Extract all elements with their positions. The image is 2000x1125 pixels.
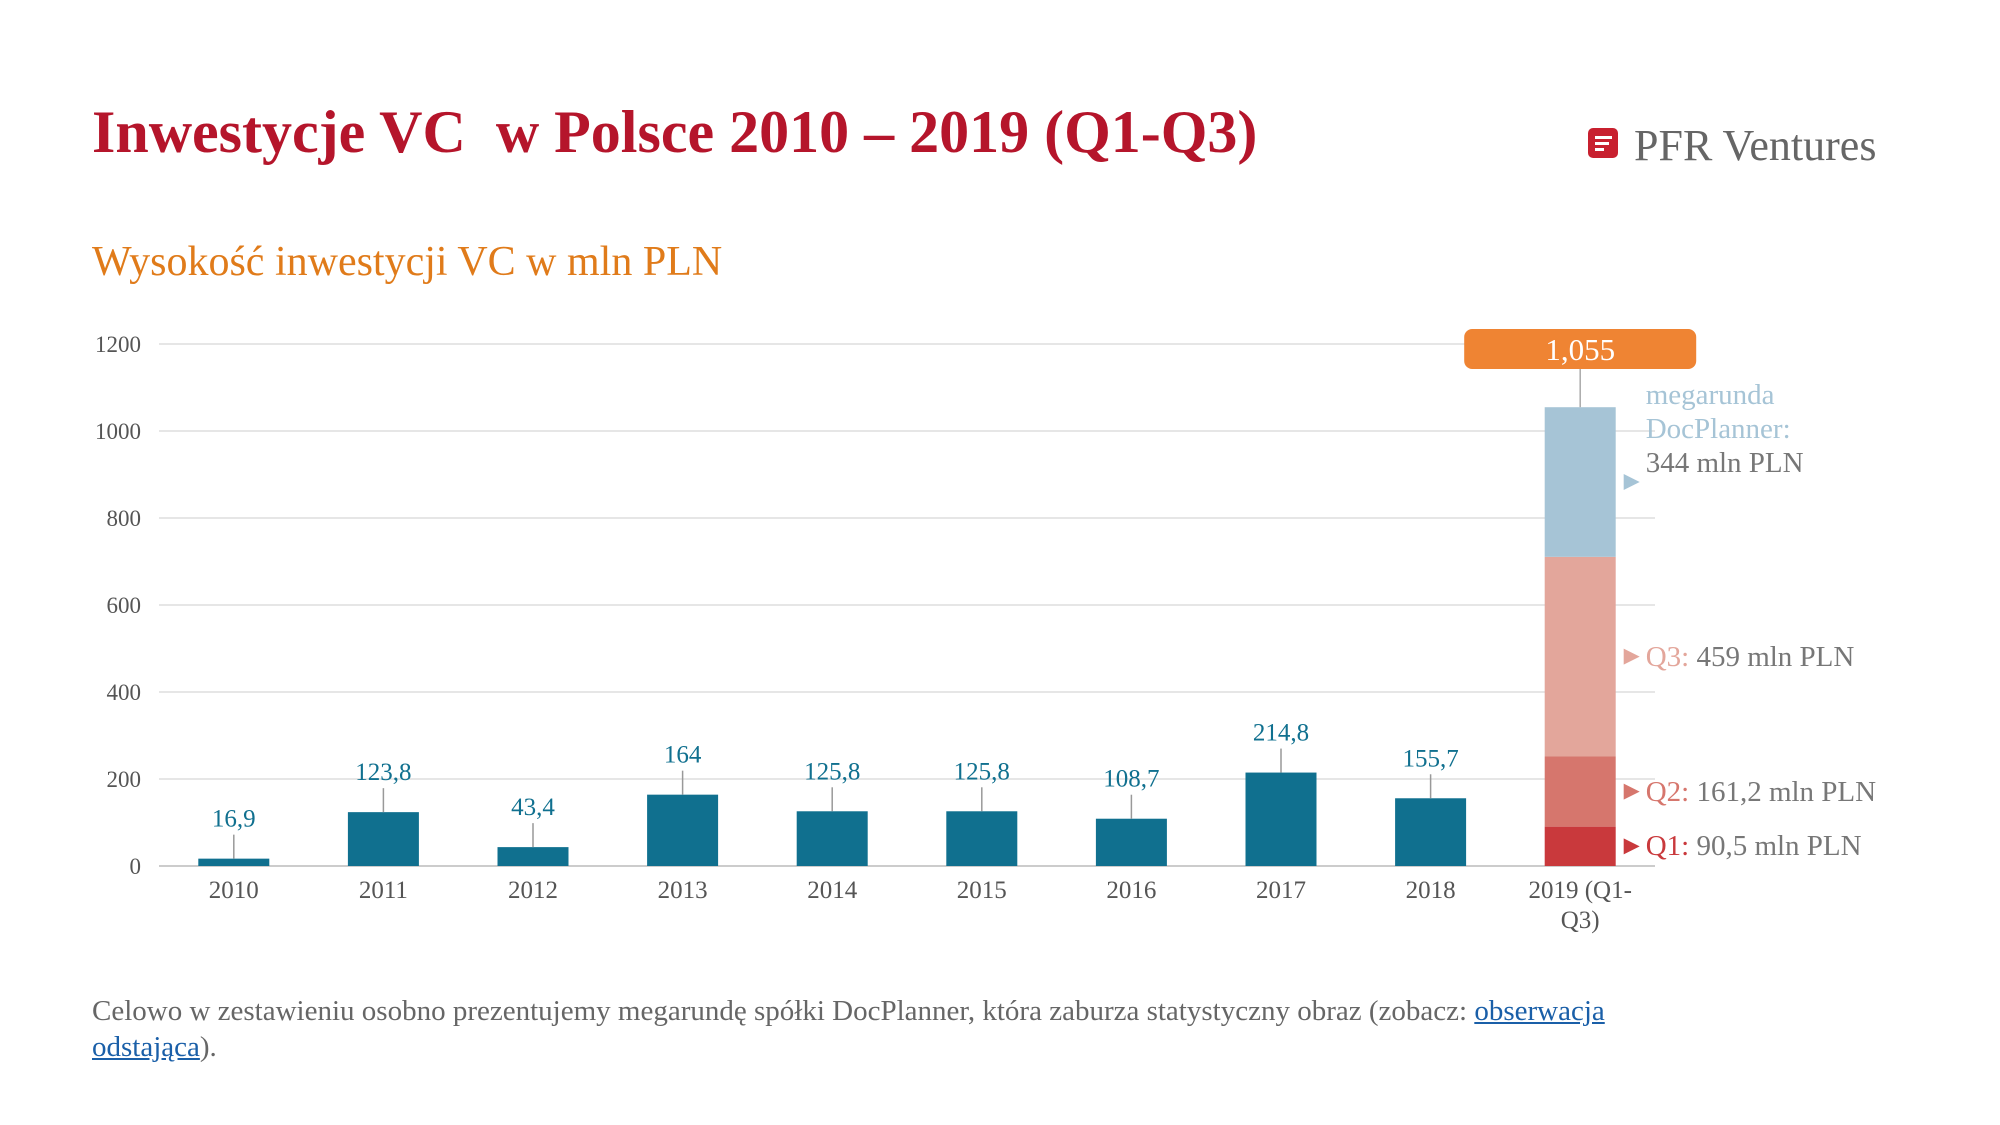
value-label: 125,8: [804, 758, 860, 785]
series-name: Q1:: [1645, 830, 1690, 863]
bar: [497, 847, 569, 866]
brand-icon: [1588, 128, 1618, 158]
series-name: Q2:: [1645, 775, 1690, 808]
x-tick-label: 2019 (Q1-Q3): [1528, 877, 1632, 934]
bar: [1544, 556, 1616, 757]
y-tick-label: 0: [130, 854, 142, 879]
note-link[interactable]: obserwacja odstająca: [92, 995, 1605, 1063]
value-label: 344 mln PLN: [1645, 447, 1804, 480]
x-tick-label: 2015: [956, 877, 1007, 904]
value-label: 123,8: [355, 759, 411, 786]
value-label: 161,2 mln PLN: [1696, 775, 1877, 808]
y-tick-label: 200: [107, 767, 142, 792]
annotation: Q2: 161,2 mln PLN: [1646, 775, 1886, 809]
bar: [1395, 798, 1467, 866]
chart-title: Inwestycje VC w Polsce 2010 – 2019 (Q1-Q…: [92, 99, 1258, 165]
x-tick-label: 2018: [1405, 877, 1456, 904]
value-label: 43,4: [511, 794, 555, 821]
bar: [1544, 826, 1616, 866]
series-name: Q3:: [1645, 640, 1690, 673]
annotation-marker: [1623, 783, 1640, 800]
total-label: 1,055: [1545, 332, 1615, 367]
y-tick-label: 800: [107, 506, 142, 531]
x-tick-label: 2017: [1256, 877, 1306, 904]
value-label: 214,8: [1253, 720, 1309, 747]
bar: [796, 811, 868, 866]
annotation: megarunda DocPlanner: 344 mln PLN: [1646, 378, 1846, 480]
bar: [1544, 407, 1616, 557]
bar: [198, 858, 270, 866]
x-tick-label: 2012: [508, 877, 558, 904]
x-tick-label: 2016: [1106, 877, 1157, 904]
total-badge: [1464, 329, 1697, 369]
x-tick-label: 2013: [657, 877, 708, 904]
bar: [647, 794, 719, 866]
value-label: 125,8: [954, 758, 1010, 785]
brand-name: PFR Ventures: [1634, 121, 1877, 170]
value-label: 155,7: [1402, 745, 1458, 772]
value-label: 90,5 mln PLN: [1696, 830, 1862, 863]
bar: [946, 811, 1018, 866]
chart-subtitle: Wysokość inwestycji VC w mln PLN: [92, 239, 723, 285]
annotation: Q3: 459 mln PLN: [1646, 640, 1886, 674]
note-text: ).: [199, 1031, 217, 1063]
note-text: Celowo w zestawieniu osobno prezentujemy…: [92, 995, 1468, 1027]
value-label: 108,7: [1103, 766, 1159, 793]
x-tick-label: 2011: [358, 877, 408, 904]
footnote: Celowo w zestawieniu osobno prezentujemy…: [92, 993, 1692, 1065]
annotation-marker: [1623, 838, 1640, 855]
y-tick-label: 1200: [95, 332, 141, 357]
value-label: 164: [664, 742, 702, 769]
bar: [347, 812, 419, 866]
series-name: megarunda DocPlanner:: [1645, 379, 1791, 446]
y-tick-label: 400: [107, 680, 142, 705]
annotation-marker: [1623, 648, 1640, 665]
x-tick-label: 2014: [807, 877, 858, 904]
bar: [1544, 756, 1616, 827]
brand: PFR Ventures: [1588, 120, 1877, 171]
annotation: Q1: 90,5 mln PLN: [1646, 829, 1886, 863]
bar: [1245, 772, 1317, 866]
bar: [1095, 818, 1167, 866]
value-label: 459 mln PLN: [1696, 640, 1855, 673]
x-tick-label: 2010: [208, 877, 259, 904]
annotation-marker: [1623, 474, 1640, 491]
y-tick-label: 600: [107, 593, 142, 618]
y-tick-label: 1000: [95, 419, 141, 444]
value-label: 16,9: [212, 806, 256, 833]
